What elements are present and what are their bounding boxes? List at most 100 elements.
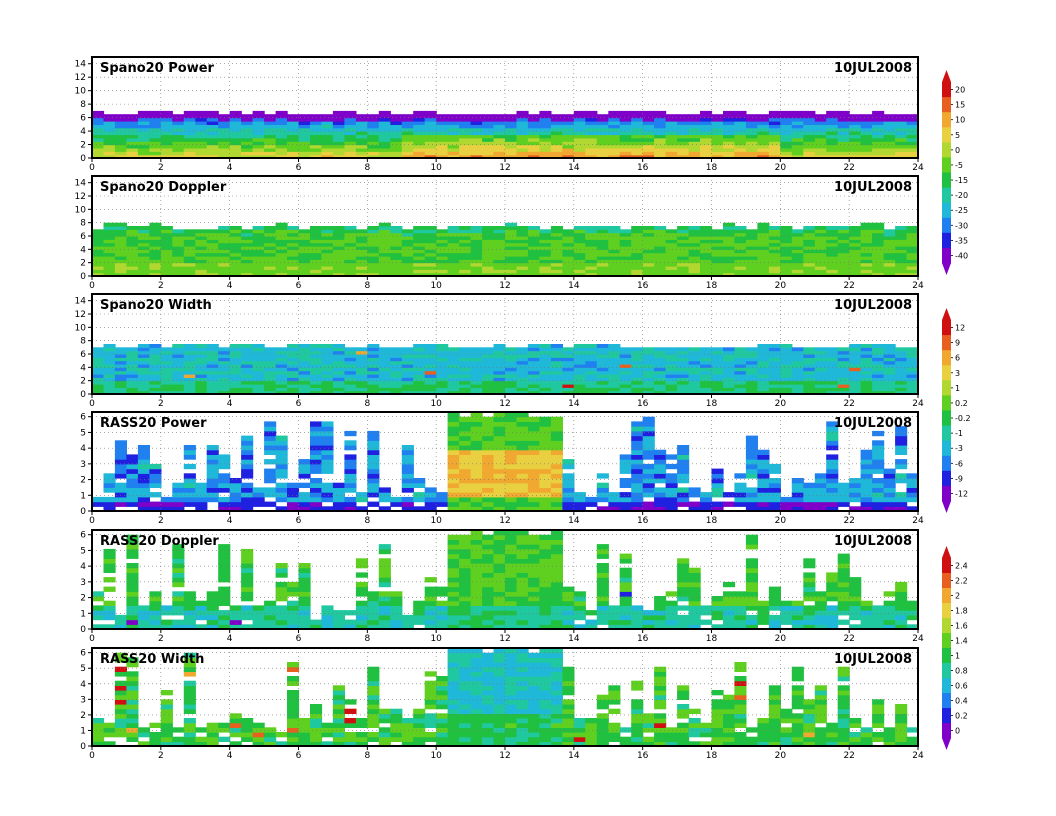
heatmap-cell <box>826 591 839 597</box>
heatmap-cell <box>539 131 552 136</box>
heatmap-cell <box>470 482 483 488</box>
heatmap-cell <box>126 610 139 616</box>
heatmap-cell <box>275 367 288 372</box>
heatmap-cell <box>183 463 196 470</box>
heatmap-cell <box>241 473 254 479</box>
heatmap-cell <box>378 124 391 129</box>
heatmap-cell <box>562 350 575 355</box>
heatmap-cell <box>206 624 219 630</box>
heatmap-cell <box>516 482 529 488</box>
heatmap-cell <box>482 374 495 378</box>
heatmap-cell <box>114 354 127 358</box>
heatmap-cell <box>310 141 323 146</box>
heatmap-cell <box>332 506 345 512</box>
heatmap-cell <box>608 242 621 247</box>
heatmap-cell <box>493 586 506 592</box>
heatmap-cell <box>287 374 300 378</box>
heatmap-cell <box>103 114 116 119</box>
heatmap-cell <box>229 147 242 152</box>
heatmap-cell <box>745 534 758 540</box>
heatmap-cell <box>344 360 357 365</box>
heatmap-cell <box>688 239 701 244</box>
heatmap-cell <box>114 492 127 498</box>
heatmap-cell <box>677 239 690 244</box>
heatmap-cell <box>573 387 586 392</box>
heatmap-cell <box>745 144 758 149</box>
heatmap-cell <box>677 445 690 451</box>
heatmap-cell <box>780 390 793 395</box>
heatmap-cell <box>436 380 449 385</box>
heatmap-cell <box>287 344 300 348</box>
heatmap-cell <box>608 605 621 611</box>
heatmap-cell <box>355 252 368 257</box>
heatmap-cell <box>137 390 150 395</box>
heatmap-cell <box>688 249 701 254</box>
heatmap-cell <box>527 454 540 460</box>
heatmap-cell <box>642 114 655 119</box>
heatmap-cell <box>160 704 173 710</box>
heatmap-cell <box>849 262 862 267</box>
heatmap-cell <box>505 563 518 569</box>
heatmap-cell <box>573 610 586 616</box>
heatmap-cell <box>619 350 632 355</box>
heatmap-cell <box>723 605 736 611</box>
heatmap-cell <box>264 272 277 277</box>
heatmap-cell <box>745 249 758 254</box>
heatmap-cell <box>378 236 391 240</box>
heatmap-cell <box>390 377 403 382</box>
heatmap-cell <box>103 563 116 569</box>
y-tick-label: 2 <box>80 259 86 269</box>
heatmap-cell <box>310 242 323 247</box>
heatmap-cell <box>895 581 908 588</box>
heatmap-cell <box>126 124 139 129</box>
heatmap-cell <box>700 246 713 250</box>
heatmap-cell <box>183 619 196 625</box>
heatmap-cell <box>482 232 495 237</box>
heatmap-cell <box>378 567 391 573</box>
heatmap-cell <box>401 249 414 254</box>
heatmap-cell <box>768 269 781 274</box>
heatmap-cell <box>849 266 862 270</box>
heatmap-cell <box>160 127 173 132</box>
heatmap-cell <box>906 124 919 129</box>
heatmap-cell <box>206 610 219 616</box>
heatmap-cell <box>803 154 816 159</box>
heatmap-cell <box>654 137 667 142</box>
heatmap-cell <box>700 127 713 132</box>
heatmap-cell <box>229 151 242 156</box>
heatmap-cell <box>505 114 518 119</box>
heatmap-cell <box>688 624 701 630</box>
heatmap-cell <box>160 144 173 149</box>
heatmap-cell <box>264 624 277 630</box>
heatmap-cell <box>642 370 655 375</box>
heatmap-cell <box>264 377 277 382</box>
heatmap-cell <box>573 110 586 115</box>
x-tick-label: 16 <box>637 281 649 291</box>
heatmap-cell <box>596 610 609 616</box>
heatmap-cell <box>114 387 127 392</box>
heatmap-cell <box>183 354 196 358</box>
heatmap-cell <box>229 496 242 503</box>
heatmap-cell <box>860 374 873 378</box>
heatmap-cell <box>631 445 644 451</box>
heatmap-cell <box>332 151 345 156</box>
heatmap-cell <box>436 390 449 395</box>
heatmap-cell <box>229 501 242 507</box>
heatmap-cell <box>332 256 345 260</box>
heatmap-cell <box>539 384 552 388</box>
heatmap-cell <box>126 563 139 569</box>
heatmap-cell <box>768 492 781 498</box>
heatmap-cell <box>734 600 747 606</box>
heatmap-cell <box>791 619 804 625</box>
heatmap-cell <box>723 354 736 358</box>
heatmap-cell <box>149 732 162 738</box>
heatmap-cell <box>229 252 242 257</box>
heatmap-cell <box>768 127 781 132</box>
heatmap-cell <box>872 506 885 512</box>
heatmap-cell <box>298 614 311 621</box>
heatmap-cell <box>516 360 529 365</box>
heatmap-cell <box>527 624 540 630</box>
heatmap-cell <box>803 572 816 578</box>
heatmap-cell <box>895 141 908 146</box>
heatmap-cell <box>103 269 116 274</box>
